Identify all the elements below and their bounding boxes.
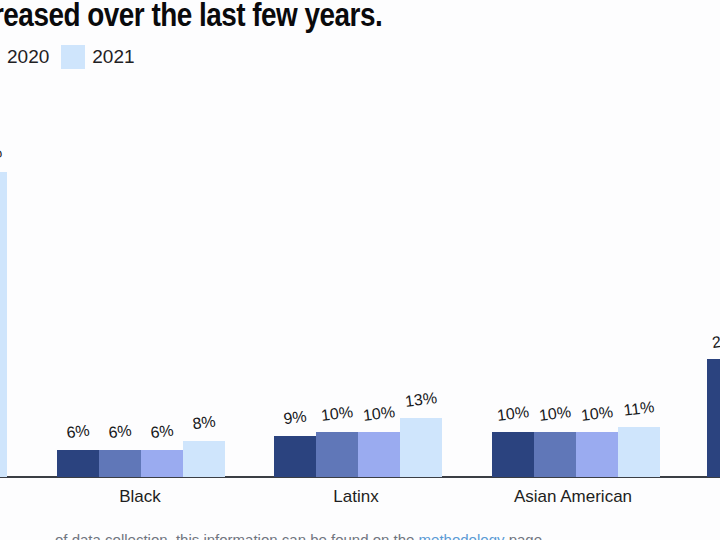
caption-text: of data collection, this information can…	[55, 531, 419, 540]
bar-Black-s2	[99, 450, 141, 477]
value-label-right-edge-s1: 26%	[697, 328, 720, 353]
bar-Latinx-s1	[274, 436, 316, 477]
bar-Black-s1	[57, 450, 99, 477]
bar-Asian American-s1	[492, 432, 534, 478]
bar-Latinx-2020	[358, 432, 400, 478]
bar-Latinx-2021	[400, 418, 442, 477]
value-label-Asian American-2021: 11%	[608, 396, 670, 421]
bar-Black-2020	[141, 450, 183, 477]
value-label-left-edge-2021: 67%	[0, 142, 17, 167]
bar-Black-2021	[183, 441, 225, 477]
category-label-asian-american: Asian American	[473, 487, 673, 507]
bar-Asian American-s2	[534, 432, 576, 478]
bar-Asian American-2021	[618, 427, 660, 477]
bar-right-edge-s1	[707, 359, 720, 477]
bar-left-edge-2021	[0, 172, 7, 477]
caption-text: page.	[504, 531, 546, 540]
category-label-black: Black	[40, 487, 240, 507]
chart-area: 67%6%6%6%8%Black9%10%10%13%Latinx10%10%1…	[0, 0, 720, 540]
bar-Asian American-2020	[576, 432, 618, 478]
category-label-latinx: Latinx	[256, 487, 456, 507]
caption-link[interactable]: methodology	[419, 531, 505, 540]
bar-Latinx-s2	[316, 432, 358, 478]
source-caption: of data collection, this information can…	[55, 531, 546, 540]
chart-canvas: reased over the last few years. 20202021…	[0, 0, 720, 540]
value-label-Black-2021: 8%	[173, 410, 235, 435]
value-label-Latinx-2021: 13%	[390, 387, 452, 412]
